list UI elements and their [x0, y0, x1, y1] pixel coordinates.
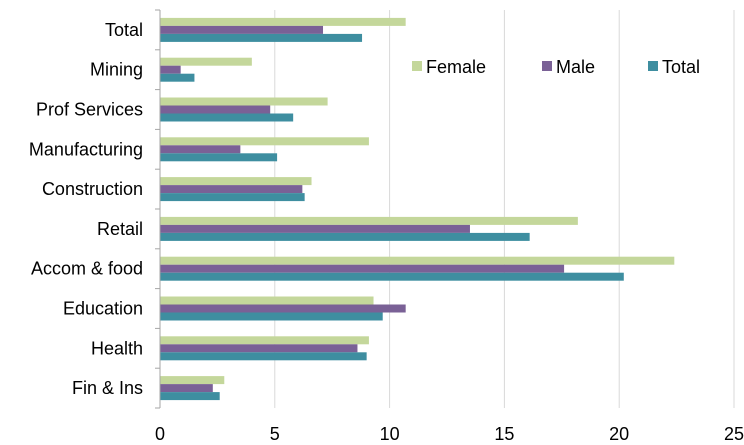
legend: Female Male Total — [412, 57, 700, 77]
bar-female-9 — [160, 376, 225, 385]
x-tick-label: 20 — [609, 424, 629, 444]
bar-female-7 — [160, 296, 374, 305]
bar-male-8 — [160, 344, 358, 353]
y-tick-label: Education — [63, 299, 143, 319]
bar-male-6 — [160, 264, 565, 273]
y-tick-label: Fin & Ins — [72, 378, 143, 398]
x-tick-label: 0 — [155, 424, 165, 444]
y-tick-label: Construction — [42, 179, 143, 199]
bar-male-9 — [160, 384, 213, 393]
y-tick-label: Retail — [97, 219, 143, 239]
bar-total-8 — [160, 352, 367, 361]
bar-female-3 — [160, 137, 369, 146]
y-tick-label: Health — [91, 338, 143, 358]
bar-female-8 — [160, 336, 369, 345]
x-tick-label: 25 — [724, 424, 744, 444]
bar-male-4 — [160, 185, 303, 194]
bar-male-1 — [160, 65, 181, 74]
y-tick-label: Accom & food — [31, 259, 143, 279]
bar-female-1 — [160, 57, 252, 66]
legend-swatch-total — [648, 61, 658, 71]
x-tick-labels: 0 5 10 15 20 25 — [155, 424, 744, 444]
bars — [160, 17, 675, 401]
y-tick-label: Manufacturing — [29, 139, 143, 159]
bar-total-5 — [160, 232, 530, 241]
bar-female-0 — [160, 17, 406, 26]
x-tick-label: 5 — [270, 424, 280, 444]
bar-total-0 — [160, 33, 363, 42]
y-tick-label: Mining — [90, 60, 143, 80]
bar-total-1 — [160, 73, 195, 82]
y-tick-labels: Total Mining Prof Services Manufacturing Con… — [29, 20, 143, 398]
legend-label-total: Total — [662, 57, 700, 77]
bar-total-3 — [160, 153, 278, 162]
bar-total-2 — [160, 113, 294, 122]
legend-swatch-male — [542, 61, 552, 71]
bar-total-9 — [160, 392, 220, 401]
legend-label-female: Female — [426, 57, 486, 77]
bar-total-6 — [160, 272, 624, 281]
x-tick-label: 10 — [380, 424, 400, 444]
y-tick-label: Total — [105, 20, 143, 40]
bar-male-7 — [160, 304, 406, 313]
bar-male-0 — [160, 25, 324, 34]
bar-total-4 — [160, 193, 305, 202]
bar-female-4 — [160, 177, 312, 186]
y-tick-marks — [155, 9, 160, 409]
bar-female-5 — [160, 216, 578, 225]
legend-label-male: Male — [556, 57, 595, 77]
bar-male-2 — [160, 105, 271, 114]
bar-male-5 — [160, 224, 470, 233]
bar-male-3 — [160, 145, 241, 154]
x-tick-label: 15 — [494, 424, 514, 444]
bar-female-2 — [160, 97, 328, 106]
bar-female-6 — [160, 256, 675, 265]
y-tick-label: Prof Services — [36, 100, 143, 120]
bar-total-7 — [160, 312, 383, 321]
legend-swatch-female — [412, 61, 422, 71]
